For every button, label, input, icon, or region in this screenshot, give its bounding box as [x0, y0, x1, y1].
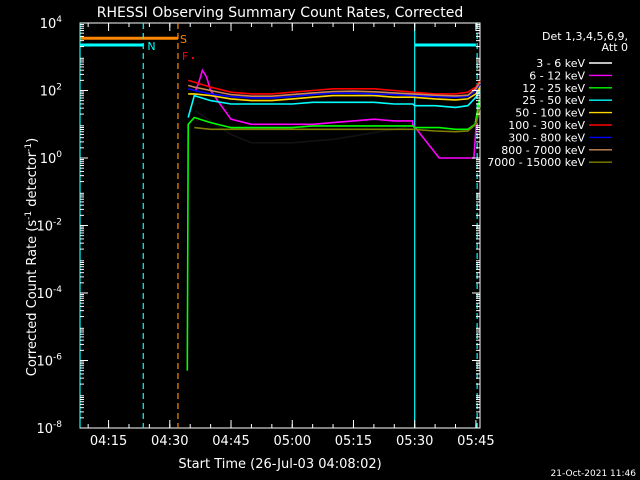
legend-entry-label: 6 - 12 keV: [529, 69, 585, 82]
legend-entry-label: 100 - 300 keV: [508, 119, 585, 132]
y-tick-label: 104: [40, 15, 63, 32]
y-tick-exponent: 4: [56, 15, 62, 25]
y-axis-label-sup1: -1: [24, 211, 34, 220]
legend-title-attenuator: Att 0: [602, 41, 628, 54]
x-tick-label: 04:15: [90, 434, 127, 449]
date-stamp: 21-Oct-2021 11:46: [551, 469, 637, 479]
y-tick-base: 10: [36, 422, 53, 437]
plot-border: [79, 22, 481, 429]
series-line: [187, 79, 481, 95]
y-axis-label: Corrected Count Rate (s-1 detector-1): [24, 138, 40, 376]
state-bar-label: N: [147, 40, 155, 53]
x-axis-ticks: 04:15 04:30 04:45 05:00 05:15 05:30 05:45: [87, 23, 495, 449]
y-tick-exponent: -2: [53, 218, 62, 228]
legend-entry-label: 12 - 25 keV: [522, 82, 585, 95]
instrument-state-lines: [79, 23, 478, 428]
y-tick-base: 10: [36, 220, 53, 235]
x-axis-label: Start Time (26-Jul-03 04:08:02): [178, 457, 381, 472]
x-tick-label: 05:45: [457, 434, 494, 449]
series-line: [194, 107, 481, 133]
y-tick-exponent: 0: [56, 150, 62, 160]
y-tick-label: 10-4: [36, 285, 62, 302]
state-bar-label: S: [180, 33, 187, 46]
legend-entry-label: 25 - 50 keV: [522, 94, 585, 107]
chart-title: RHESSI Observing Summary Count Rates, Co…: [97, 5, 463, 21]
y-tick-base: 10: [36, 287, 53, 302]
legend-entry-label: 3 - 6 keV: [536, 57, 585, 70]
y-tick-base: 10: [40, 85, 57, 100]
y-tick-label: 100: [40, 150, 63, 167]
series-line: [194, 68, 480, 159]
series-line: [187, 90, 481, 118]
y-axis-label-main: Corrected Count Rate (s: [25, 220, 40, 377]
legend-entry-label: 300 - 800 keV: [508, 131, 585, 144]
y-tick-label: 10-6: [36, 353, 62, 370]
y-axis-label-mid: detector: [25, 151, 40, 211]
y-axis-label-end: ): [25, 138, 40, 143]
legend-title-detectors: Det 1,3,4,5,6,9,: [542, 30, 628, 43]
series-line: [187, 81, 481, 97]
x-tick-label: 05:30: [396, 434, 433, 449]
y-tick-base: 10: [36, 355, 53, 370]
y-axis-label-sup2: -1: [24, 143, 34, 152]
y-tick-label: 10-2: [36, 218, 62, 235]
x-tick-label: 05:00: [274, 434, 311, 449]
series-line: [195, 110, 413, 144]
state-bars: N SF: [80, 33, 476, 63]
flare-marker: [192, 57, 195, 60]
y-tick-exponent: -6: [53, 353, 62, 363]
y-tick-label: 102: [40, 83, 62, 100]
series-line: [186, 98, 481, 371]
y-tick-base: 10: [40, 17, 57, 32]
series-line: [187, 83, 481, 99]
y-tick-exponent: 2: [56, 83, 62, 93]
flare-label: F: [182, 50, 188, 63]
legend-entry-label: 800 - 7000 keV: [501, 144, 585, 157]
plot-frame: [79, 22, 481, 429]
series-line: [188, 86, 481, 102]
x-tick-label: 05:15: [335, 434, 372, 449]
y-tick-label: 10-8: [36, 420, 62, 437]
x-tick-label: 04:45: [212, 434, 249, 449]
series-lines: [186, 68, 481, 371]
x-tick-label: 04:30: [151, 434, 188, 449]
y-tick-exponent: -4: [53, 285, 62, 295]
legend-entry-label: 7000 - 15000 keV: [487, 156, 585, 169]
y-tick-base: 10: [40, 152, 57, 167]
legend-entry-label: 50 - 100 keV: [515, 107, 585, 120]
y-tick-exponent: -8: [53, 420, 62, 430]
